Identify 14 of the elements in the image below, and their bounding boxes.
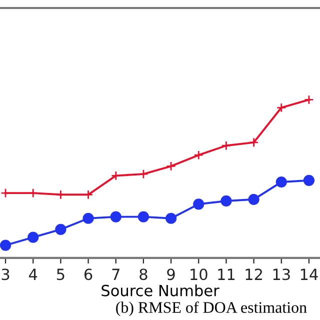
x-tick-label: 14 xyxy=(300,268,318,280)
x-tick-label: 5 xyxy=(57,268,64,280)
x-tick-label: 7 xyxy=(112,268,120,280)
x-tick-label: 12 xyxy=(246,268,262,280)
x-tick-label: 6 xyxy=(84,268,92,280)
x-tick-label: 11 xyxy=(218,268,235,280)
x-tick-label: 8 xyxy=(140,268,148,280)
x-tick-label: 9 xyxy=(167,268,175,280)
x-tick-label: 4 xyxy=(28,268,38,280)
x-tick-label: 13 xyxy=(273,268,290,280)
x-axis-title: Source Number xyxy=(102,284,220,296)
x-tick-label: 10 xyxy=(190,268,208,280)
x-tick-label: 3 xyxy=(2,268,10,280)
text: (b) RMSE of DOA estimation xyxy=(116,301,307,316)
